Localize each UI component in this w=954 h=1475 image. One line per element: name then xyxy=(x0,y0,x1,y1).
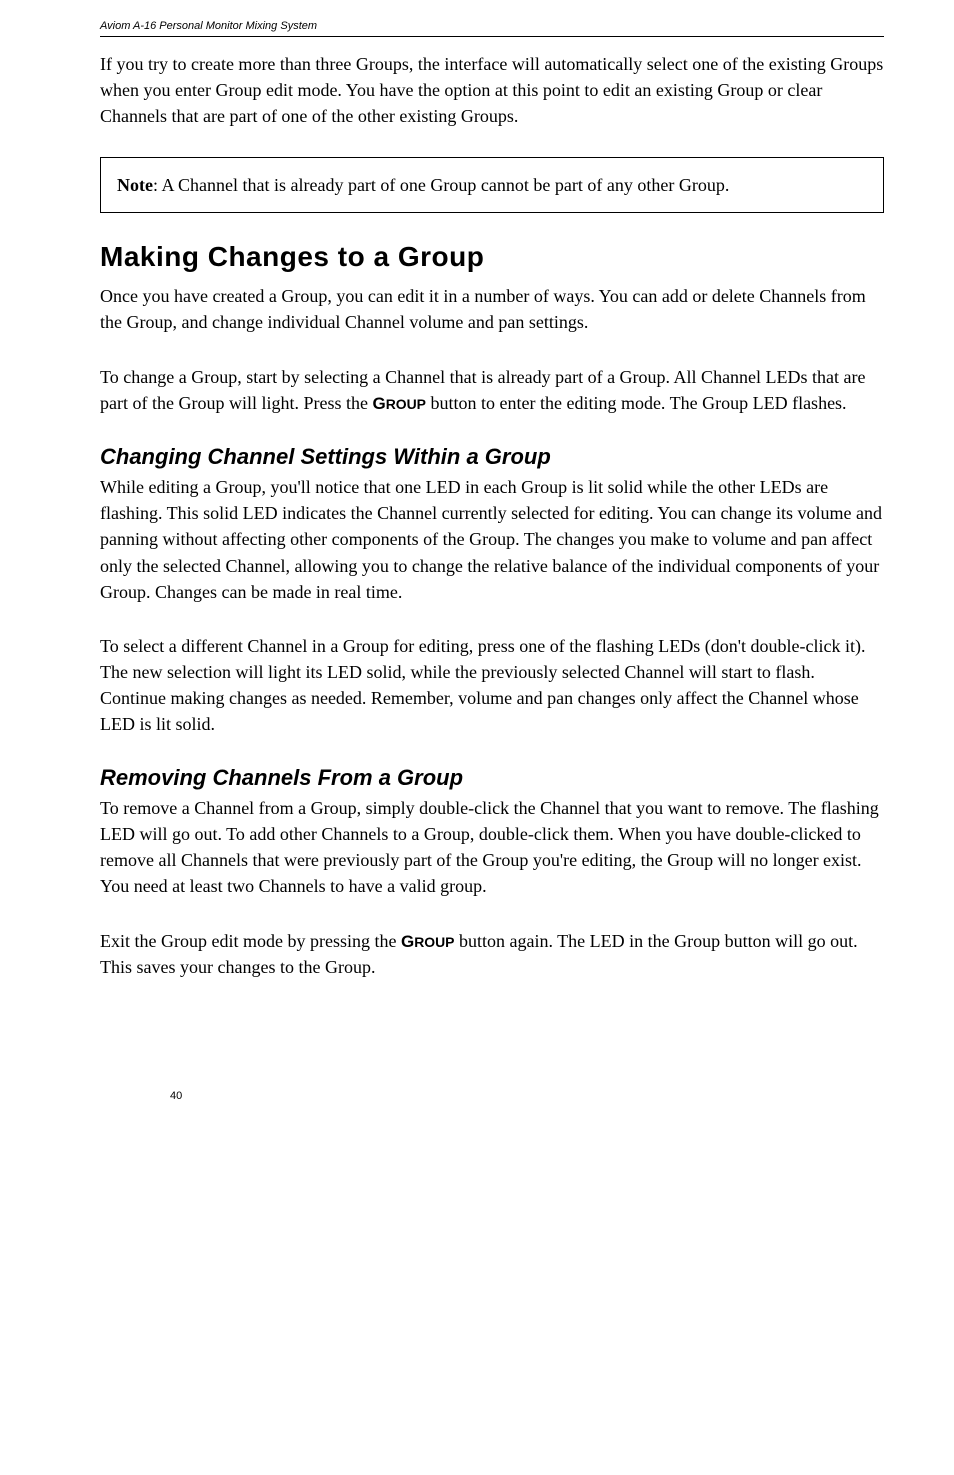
heading-making-changes: Making Changes to a Group xyxy=(100,241,884,273)
section3-p2a: Exit the Group edit mode by pressing the xyxy=(100,931,401,951)
group-button-label: GROUP xyxy=(401,932,455,951)
section1-p2: To change a Group, start by selecting a … xyxy=(100,364,884,417)
section2-p1: While editing a Group, you'll notice tha… xyxy=(100,474,884,604)
group-button-label: GROUP xyxy=(372,394,426,413)
section3-p2: Exit the Group edit mode by pressing the… xyxy=(100,928,884,981)
running-header: Aviom A-16 Personal Monitor Mixing Syste… xyxy=(100,20,884,37)
page-number: 40 xyxy=(170,1090,884,1102)
note-text: Note: A Channel that is already part of … xyxy=(117,172,867,198)
intro-paragraph: If you try to create more than three Gro… xyxy=(100,51,884,129)
note-body: : A Channel that is already part of one … xyxy=(153,175,729,195)
section1-p2b: button to enter the editing mode. The Gr… xyxy=(426,393,847,413)
note-label: Note xyxy=(117,175,153,195)
section3-p1: To remove a Channel from a Group, simply… xyxy=(100,795,884,899)
note-box: Note: A Channel that is already part of … xyxy=(100,157,884,213)
section2-p2: To select a different Channel in a Group… xyxy=(100,633,884,737)
heading-removing-channels: Removing Channels From a Group xyxy=(100,765,884,791)
heading-changing-settings: Changing Channel Settings Within a Group xyxy=(100,444,884,470)
section1-p1: Once you have created a Group, you can e… xyxy=(100,283,884,335)
